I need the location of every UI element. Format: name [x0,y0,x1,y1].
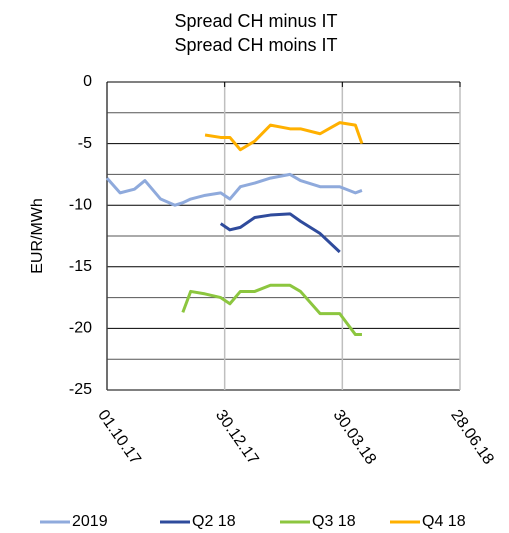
y-tick-label: -15 [69,258,92,275]
x-tick-label: 01.10.17 [94,407,144,468]
y-tick-label: -10 [69,196,92,213]
x-tick-label: 28.06.18 [447,407,497,468]
y-tick-label: 0 [83,73,92,90]
y-tick-label: -25 [69,381,92,398]
chart-title: Spread CH minus IT [174,11,337,31]
y-tick-label: -5 [78,135,92,152]
x-tick-label: 30.12.17 [212,407,262,468]
x-tick-label: 30.03.18 [330,407,380,468]
series-line [105,172,363,207]
series-line [204,121,364,152]
legend-label: Q4 18 [422,513,466,530]
chart-subtitle: Spread CH moins IT [174,35,337,55]
series-line [219,212,341,254]
legend-label: Q3 18 [312,513,356,530]
series-line [181,283,362,337]
legend-label: Q2 18 [192,513,236,530]
y-axis-label: EUR/MWh [29,198,46,274]
legend-label: 2019 [72,513,108,530]
y-tick-label: -20 [69,320,92,337]
